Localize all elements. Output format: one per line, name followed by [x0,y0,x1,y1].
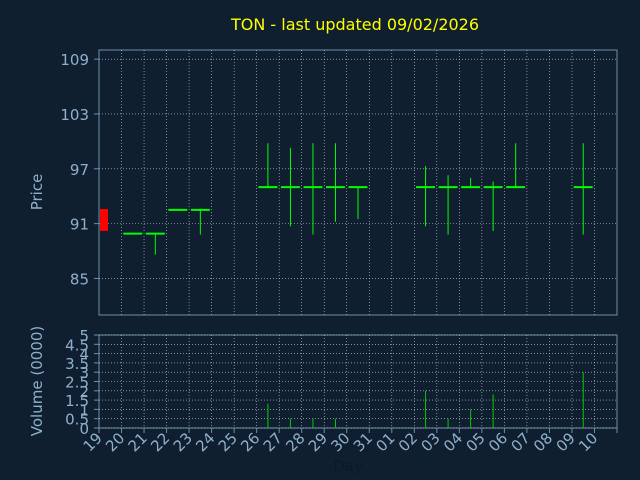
price-tick-label: 91 [70,216,89,234]
price-tick-label: 109 [60,51,89,69]
volume-tick-label: 2 [79,383,89,401]
candle-27 [280,147,300,227]
volume-panel: 00.511.522.533.544.55 [65,327,618,438]
price-tick-label: 103 [60,106,89,124]
volume-tick-label: 3.5 [65,355,89,373]
price-tick-label: 85 [70,270,89,288]
volume-tick-label: 5 [79,327,89,345]
chart-title: TON - last updated 09/02/2026 [230,15,479,34]
candle-29 [326,143,345,222]
price-tick-label: 97 [70,161,89,179]
volume-axis-label: Volume (0000) [28,326,46,436]
volume-tick-label: 3 [79,364,89,382]
candle-23 [190,208,210,235]
volume-tick-label: 4.5 [65,336,89,354]
candle-09 [573,143,593,235]
candle-body [100,209,108,231]
volume-tick-label: 0 [79,420,89,438]
candle-03 [438,175,458,235]
volume-tick-label: 2.5 [65,374,89,392]
x-axis: 1920212223242526272829303101020304050607… [80,428,618,455]
volume-tick-label: 4 [79,346,89,364]
candle-02 [416,166,436,227]
volume-tick-label: 1.5 [65,392,89,410]
candle-05 [483,181,503,231]
candle-28 [303,143,323,235]
x-axis-label: Day [333,457,363,475]
candle-06 [506,143,526,189]
candle-04 [461,177,481,189]
candle-21 [145,232,165,255]
candle-30 [348,186,368,220]
price-axis-label: Price [28,174,46,211]
candle-26 [258,143,278,189]
volume-tick-label: 1 [79,401,89,419]
candle-19 [100,209,108,231]
price-panel: 85 91 97 103 109 [60,49,618,316]
volume-tick-label: 0.5 [65,411,89,429]
x-tick-label: 10 [575,429,601,455]
price-panel-frame [98,49,618,316]
